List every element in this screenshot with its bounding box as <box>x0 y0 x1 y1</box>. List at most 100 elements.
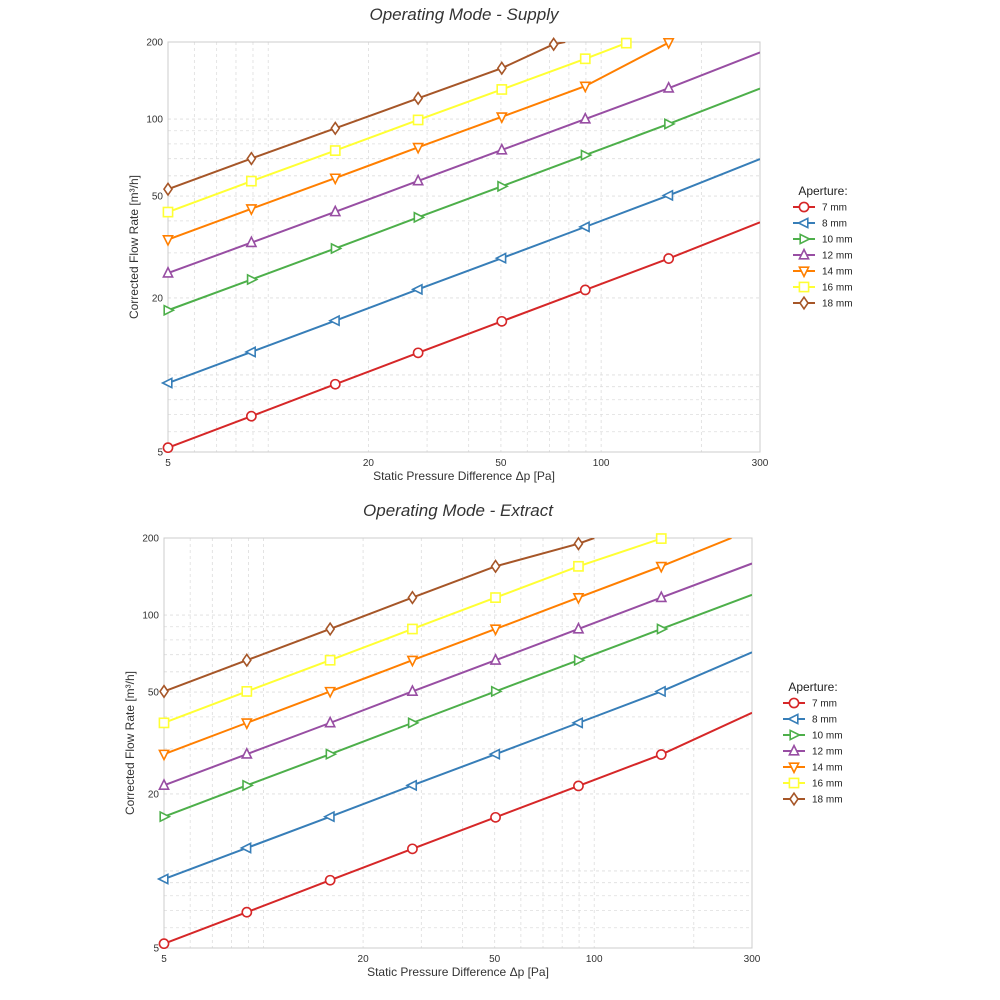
data-point <box>571 716 584 729</box>
data-point <box>328 314 340 327</box>
y-tick-label: 200 <box>146 38 163 49</box>
data-point <box>663 253 675 264</box>
data-point <box>495 142 508 155</box>
series-line-16mm <box>168 42 627 214</box>
x-axis-label: Static Pressure Difference Δp [Pa] <box>373 469 555 483</box>
data-point <box>655 533 667 544</box>
data-point <box>325 621 336 637</box>
y-axis-label: Corrected Flow Rate [m³/h] <box>123 671 137 815</box>
legend-marker <box>789 729 802 741</box>
data-point <box>572 621 585 634</box>
legend-label: 7 mm <box>822 203 847 214</box>
data-point <box>162 265 174 278</box>
chart-2: Operating Mode - Extract 5 20 50 100 300 5 20 50… <box>123 501 843 979</box>
data-point <box>406 684 419 697</box>
legend-label: 7 mm <box>812 699 837 710</box>
legend-label: 14 mm <box>812 763 843 774</box>
legend-label: 12 mm <box>812 747 843 758</box>
data-point <box>330 242 343 255</box>
data-point <box>241 906 253 918</box>
data-point <box>245 204 258 216</box>
data-point <box>412 142 425 155</box>
data-point <box>573 560 584 572</box>
data-point <box>497 180 509 193</box>
data-point <box>246 151 257 166</box>
data-point <box>240 718 253 731</box>
data-point <box>162 206 174 218</box>
data-point <box>664 118 676 130</box>
data-point <box>579 111 592 124</box>
data-point <box>162 442 174 454</box>
data-point <box>163 304 176 317</box>
y-tick-label: 50 <box>148 688 160 699</box>
series-line-10mm <box>168 87 760 312</box>
plot-frame <box>167 41 761 453</box>
legend-marker <box>799 295 809 311</box>
data-point <box>489 653 502 665</box>
data-point <box>407 623 418 635</box>
data-point <box>324 686 337 699</box>
y-tick-label: 5 <box>153 944 159 955</box>
x-tick-label: 300 <box>752 458 769 469</box>
series-line-8mm <box>164 651 752 880</box>
y-tick-label: 20 <box>152 293 164 304</box>
data-point <box>494 252 507 265</box>
data-point <box>573 536 584 551</box>
series-line-14mm <box>164 538 732 756</box>
grid <box>168 42 760 452</box>
x-tick-label: 50 <box>489 954 501 965</box>
chart-title: Operating Mode - Supply <box>370 5 560 24</box>
legend-label: 10 mm <box>822 235 853 246</box>
data-point <box>162 234 174 247</box>
series-line-12mm <box>164 562 752 787</box>
data-point <box>245 410 257 422</box>
plot-frame <box>163 537 753 949</box>
data-point <box>322 810 335 823</box>
data-point <box>579 81 592 94</box>
x-tick-label: 50 <box>495 458 507 469</box>
x-tick-label: 100 <box>593 458 610 469</box>
data-point <box>579 53 591 65</box>
data-point <box>580 149 593 161</box>
data-point <box>242 779 254 792</box>
data-point <box>495 112 508 125</box>
data-point <box>413 91 424 106</box>
data-point <box>246 273 259 286</box>
data-point <box>158 749 170 762</box>
y-axis-label: Corrected Flow Rate [m³/h] <box>127 175 141 319</box>
legend-label: 18 mm <box>812 795 843 806</box>
series-line-18mm <box>164 538 595 693</box>
data-point <box>325 748 338 761</box>
data-point <box>654 685 666 698</box>
data-point <box>407 843 418 855</box>
data-point <box>324 715 337 728</box>
legend-marker <box>788 777 800 789</box>
data-point <box>579 284 591 296</box>
data-point <box>572 592 585 605</box>
data-point <box>407 590 418 605</box>
y-tick-label: 200 <box>142 534 159 545</box>
x-tick-label: 100 <box>586 954 603 965</box>
data-point <box>655 749 667 760</box>
legend-label: 14 mm <box>822 267 853 278</box>
y-tick-label: 100 <box>146 115 163 126</box>
data-point <box>329 173 342 186</box>
data-point <box>245 175 257 187</box>
data-point <box>406 655 419 668</box>
data-point <box>241 686 253 697</box>
data-point <box>158 938 170 950</box>
data-point <box>620 37 632 49</box>
chart-title: Operating Mode - Extract <box>363 501 554 520</box>
data-point <box>329 378 341 390</box>
markers-group <box>160 37 676 454</box>
x-tick-label: 20 <box>363 458 375 469</box>
data-point <box>490 811 501 823</box>
data-point <box>573 654 586 667</box>
y-tick-label: 50 <box>152 192 164 203</box>
x-tick-label: 20 <box>358 954 370 965</box>
data-point <box>156 873 169 885</box>
data-point <box>410 283 423 296</box>
y-tick-label: 20 <box>148 789 160 800</box>
x-tick-label: 5 <box>161 954 167 965</box>
